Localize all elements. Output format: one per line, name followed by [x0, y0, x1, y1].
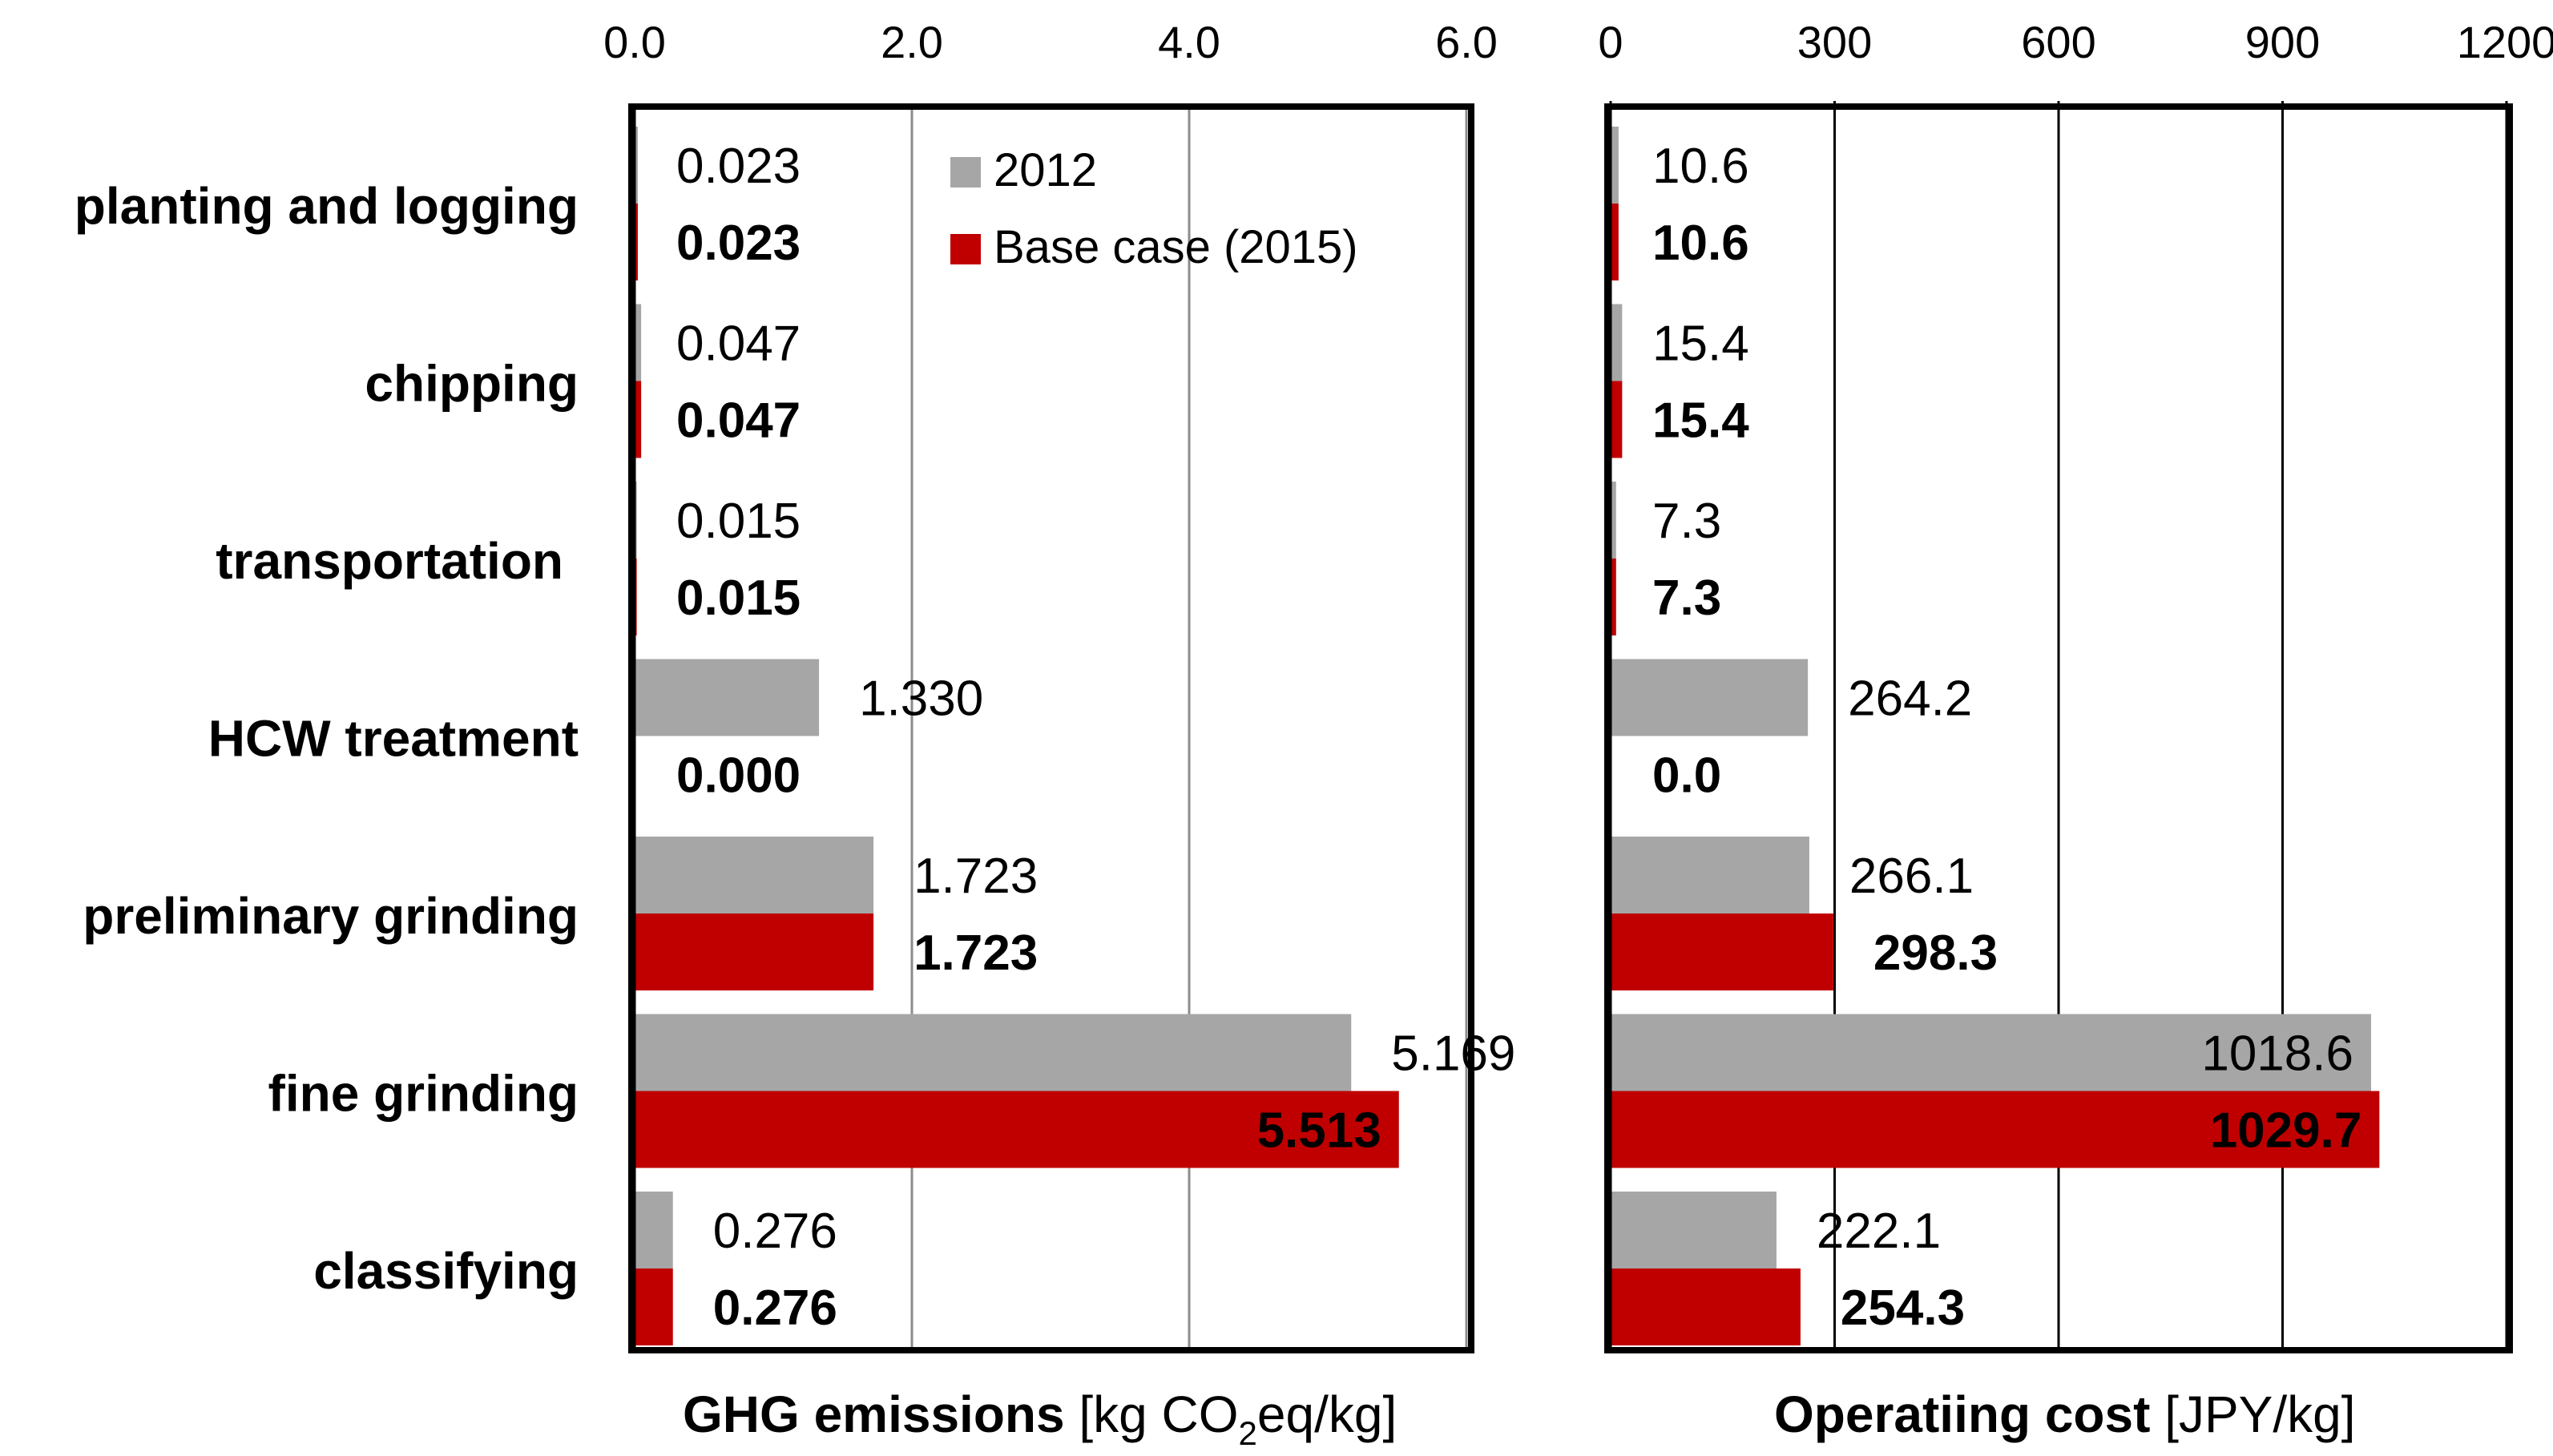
cost-data-label-preliminary-grinding-base-2015: 298.3 — [1873, 926, 1998, 981]
ghg-bar-hcw-treatment-2012 — [635, 659, 820, 736]
cost-bar-planting-and-logging-base-2015 — [1611, 204, 1619, 280]
category-label-preliminary-grinding: preliminary grinding — [83, 887, 579, 945]
cost-tick-label: 1200 — [2457, 17, 2553, 67]
category-label-chipping: chipping — [365, 354, 579, 412]
ghg-bar-planting-and-logging-2012 — [635, 127, 638, 204]
ghg-data-label-hcw-treatment-2012: 1.330 — [859, 672, 983, 727]
category-label-planting-and-logging: planting and logging — [75, 177, 579, 235]
ghg-data-label-classifying-base-2015: 0.276 — [713, 1281, 837, 1336]
cost-data-label-hcw-treatment-2012: 264.2 — [1848, 672, 1972, 727]
ghg-tick-label: 4.0 — [1158, 17, 1220, 67]
cost-data-label-planting-and-logging-2012: 10.6 — [1652, 139, 1749, 194]
cost-bar-fine-grinding-2012 — [1611, 1014, 2371, 1091]
cost-bar-preliminary-grinding-base-2015 — [1611, 914, 1833, 990]
ghg-data-label-chipping-base-2015: 0.047 — [676, 393, 801, 449]
category-label-transportation: transportation — [216, 532, 563, 590]
ghg-bar-fine-grinding-base-2015 — [635, 1091, 1399, 1168]
cost-data-label-classifying-base-2015: 254.3 — [1841, 1281, 1965, 1336]
cost-data-label-chipping-base-2015: 15.4 — [1652, 393, 1749, 449]
ghg-tick-label: 2.0 — [881, 17, 943, 67]
cost-bar-transportation-2012 — [1611, 482, 1616, 559]
ghg-data-label-transportation-2012: 0.015 — [676, 494, 801, 549]
ghg-data-label-planting-and-logging-base-2015: 0.023 — [676, 216, 801, 271]
ghg-data-label-planting-and-logging-2012: 0.023 — [676, 139, 801, 194]
ghg-bar-fine-grinding-2012 — [635, 1014, 1352, 1091]
cost-data-label-planting-and-logging-base-2015: 10.6 — [1652, 216, 1749, 271]
cost-bar-transportation-base-2015 — [1611, 559, 1616, 635]
cost-bar-classifying-2012 — [1611, 1192, 1777, 1268]
ghg-bar-chipping-base-2015 — [635, 381, 642, 458]
ghg-data-label-fine-grinding-2012: 5.169 — [1391, 1026, 1515, 1082]
ghg-axis-title: GHG emissions [kg CO2eq/kg] — [683, 1385, 1397, 1452]
cost-data-label-fine-grinding-base-2015: 1029.7 — [2210, 1103, 2362, 1159]
ghg-data-label-preliminary-grinding-2012: 1.723 — [914, 849, 1038, 904]
cost-tick-label: 900 — [2245, 17, 2320, 67]
ghg-bar-chipping-2012 — [635, 304, 642, 381]
cost-bar-chipping-2012 — [1611, 304, 1623, 381]
ghg-bar-planting-and-logging-base-2015 — [635, 204, 638, 280]
cost-bar-classifying-base-2015 — [1611, 1268, 1801, 1345]
cost-axis-title: Operatiing cost [JPY/kg] — [1774, 1385, 2356, 1443]
cost-data-label-classifying-2012: 222.1 — [1817, 1204, 1941, 1259]
legend-label-2012: 2012 — [994, 144, 1097, 196]
ghg-bar-preliminary-grinding-2012 — [635, 837, 874, 914]
cost-data-label-chipping-2012: 15.4 — [1652, 317, 1749, 372]
cost-bar-planting-and-logging-2012 — [1611, 127, 1619, 204]
category-label-fine-grinding: fine grinding — [268, 1064, 579, 1122]
ghg-plot-frame — [628, 103, 1474, 1353]
cost-bar-hcw-treatment-2012 — [1611, 659, 1809, 736]
cost-bar-preliminary-grinding-2012 — [1611, 837, 1809, 914]
ghg-data-label-fine-grinding-base-2015: 5.513 — [1257, 1103, 1381, 1159]
ghg-tick-label: 6.0 — [1435, 17, 1498, 67]
cost-data-label-fine-grinding-2012: 1018.6 — [2201, 1026, 2353, 1082]
cost-tick-label: 300 — [1797, 17, 1872, 67]
cost-data-label-transportation-2012: 7.3 — [1652, 494, 1721, 549]
cost-bar-chipping-base-2015 — [1611, 381, 1623, 458]
cost-bar-fine-grinding-base-2015 — [1611, 1091, 2380, 1168]
legend-swatch-2012 — [950, 157, 981, 188]
ghg-tick-label: 0.0 — [603, 17, 666, 67]
ghg-data-label-transportation-base-2015: 0.015 — [676, 571, 801, 626]
cost-tick-label: 600 — [2021, 17, 2095, 67]
category-label-classifying: classifying — [313, 1242, 579, 1300]
legend-label-base-2015: Base case (2015) — [994, 221, 1358, 273]
ghg-data-label-hcw-treatment-base-2015: 0.000 — [676, 748, 801, 804]
ghg-data-label-chipping-2012: 0.047 — [676, 317, 801, 372]
category-label-hcw-treatment: HCW treatment — [208, 709, 579, 767]
cost-plot-frame — [1604, 103, 2513, 1353]
ghg-data-label-preliminary-grinding-base-2015: 1.723 — [914, 926, 1038, 981]
cost-tick-label: 0 — [1598, 17, 1623, 67]
cost-data-label-transportation-base-2015: 7.3 — [1652, 571, 1721, 626]
legend-swatch-base-2015 — [950, 234, 981, 264]
cost-data-label-preliminary-grinding-2012: 266.1 — [1849, 849, 1974, 904]
cost-data-label-hcw-treatment-base-2015: 0.0 — [1652, 748, 1721, 804]
ghg-bar-classifying-base-2015 — [635, 1268, 673, 1345]
ghg-data-label-classifying-2012: 0.276 — [713, 1204, 837, 1259]
ghg-bar-preliminary-grinding-base-2015 — [635, 914, 874, 990]
ghg-bar-classifying-2012 — [635, 1192, 673, 1268]
